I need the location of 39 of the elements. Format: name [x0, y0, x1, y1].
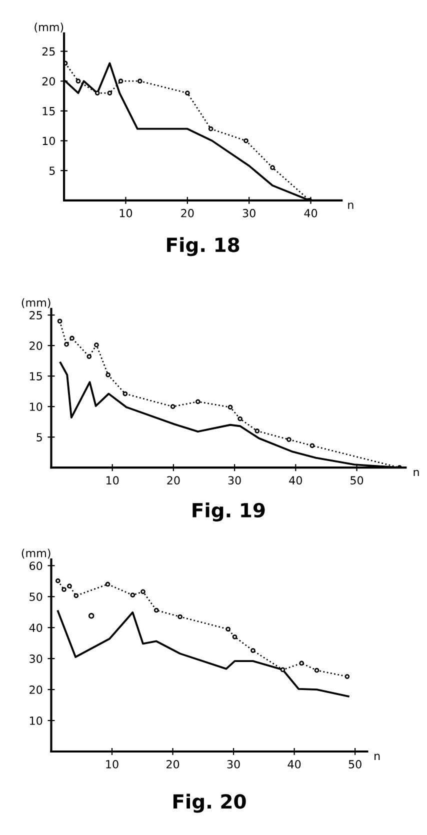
y-tick-label: 40 [29, 624, 42, 632]
x-tick-label: 40 [304, 208, 318, 218]
y-axis-title: (mm) [22, 548, 50, 559]
x-tick-label: 50 [348, 760, 362, 768]
x-axis-title: n [348, 202, 354, 209]
y-tick-label: 25 [42, 47, 55, 56]
y-tick-label: 20 [30, 686, 42, 694]
text: Fig. 18 [167, 237, 240, 256]
x-tick-label: 20 [167, 476, 180, 485]
y-tick-label: 5 [36, 433, 42, 442]
y-tick-label: 10 [42, 136, 55, 146]
y-tick-label: 10 [30, 402, 42, 411]
y-tick-label: 50 [30, 592, 42, 601]
x-tick-label: 10 [106, 760, 118, 768]
y-tick-label: 60 [30, 562, 42, 570]
x-tick-label: 40 [288, 760, 301, 768]
x-axis-title: n [374, 754, 380, 760]
y-tick-label: 15 [30, 372, 42, 380]
x-tick-label: 20 [181, 208, 194, 218]
y-tick-label: 25 [30, 311, 42, 320]
y-tick-label: 15 [42, 107, 55, 116]
x-tick-label: 10 [106, 476, 119, 485]
x-tick-label: 50 [350, 476, 364, 485]
y-tick-label: 30 [30, 654, 42, 663]
x-tick-label: 30 [228, 476, 241, 485]
x-tick-label: 10 [120, 208, 132, 218]
y-tick-label: 20 [42, 77, 55, 86]
x-tick-label: 30 [242, 208, 256, 218]
text: Fig. 19 [192, 502, 265, 522]
text: Fig. 20 [173, 794, 246, 813]
x-tick-label: 40 [289, 476, 302, 485]
x-tick-label: 30 [227, 760, 240, 768]
y-axis-title: (mm) [34, 22, 64, 33]
y-axis-title: (mm) [22, 298, 50, 308]
x-axis-title: n [414, 470, 419, 476]
y-tick-label: 20 [30, 342, 42, 350]
y-tick-label: 10 [30, 716, 42, 725]
y-tick-label: 5 [50, 166, 55, 175]
x-tick-label: 20 [166, 760, 180, 768]
